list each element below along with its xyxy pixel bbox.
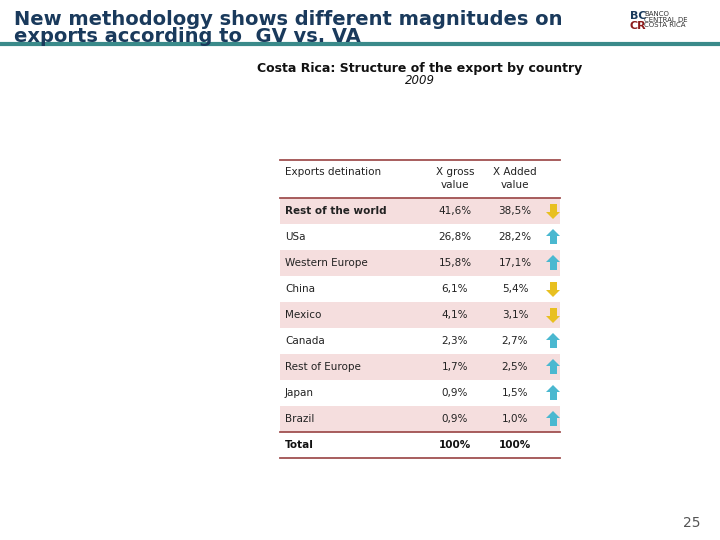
Text: 4,1%: 4,1%: [442, 310, 468, 320]
Text: Exports detination: Exports detination: [285, 167, 381, 177]
Polygon shape: [546, 411, 560, 418]
Text: 100%: 100%: [439, 440, 471, 450]
Text: 100%: 100%: [499, 440, 531, 450]
Text: 38,5%: 38,5%: [498, 206, 531, 216]
Text: 3,1%: 3,1%: [502, 310, 528, 320]
Text: Total: Total: [285, 440, 314, 450]
Text: 6,1%: 6,1%: [442, 284, 468, 294]
Polygon shape: [549, 236, 557, 244]
Text: Rest of Europe: Rest of Europe: [285, 362, 361, 372]
Text: 5,4%: 5,4%: [502, 284, 528, 294]
Polygon shape: [549, 308, 557, 316]
Text: 0,9%: 0,9%: [442, 388, 468, 398]
Text: 15,8%: 15,8%: [438, 258, 472, 268]
Polygon shape: [546, 385, 560, 392]
Text: 25: 25: [683, 516, 700, 530]
Text: CR: CR: [630, 21, 647, 31]
Text: BANCO: BANCO: [644, 11, 669, 17]
Polygon shape: [546, 359, 560, 366]
Bar: [280, 354, 560, 380]
Polygon shape: [549, 418, 557, 426]
Text: 2,3%: 2,3%: [442, 336, 468, 346]
Text: Western Europe: Western Europe: [285, 258, 368, 268]
Text: Rest of the world: Rest of the world: [285, 206, 387, 216]
Text: CENTRAL DE: CENTRAL DE: [644, 17, 688, 23]
Polygon shape: [546, 229, 560, 236]
Bar: [280, 406, 560, 432]
Bar: [280, 276, 560, 302]
Bar: [280, 250, 560, 276]
Text: 41,6%: 41,6%: [438, 206, 472, 216]
Text: 1,5%: 1,5%: [502, 388, 528, 398]
Text: value: value: [500, 180, 529, 190]
Bar: [280, 328, 560, 354]
Text: 1,7%: 1,7%: [442, 362, 468, 372]
Polygon shape: [549, 204, 557, 212]
Text: COSTA RICA: COSTA RICA: [644, 22, 685, 28]
Polygon shape: [546, 290, 560, 297]
Text: 2,7%: 2,7%: [502, 336, 528, 346]
Polygon shape: [546, 316, 560, 323]
Polygon shape: [546, 212, 560, 219]
Text: Costa Rica: Structure of the export by country: Costa Rica: Structure of the export by c…: [257, 62, 582, 75]
Text: New methodology shows different magnitudes on: New methodology shows different magnitud…: [14, 10, 562, 29]
Text: exports according to  GV vs. VA: exports according to GV vs. VA: [14, 27, 361, 46]
Text: China: China: [285, 284, 315, 294]
Text: USa: USa: [285, 232, 305, 242]
Text: 1,0%: 1,0%: [502, 414, 528, 424]
Bar: [280, 380, 560, 406]
Polygon shape: [549, 262, 557, 270]
Bar: [280, 302, 560, 328]
Text: BC: BC: [630, 11, 647, 21]
Text: 2009: 2009: [405, 74, 435, 87]
Text: Canada: Canada: [285, 336, 325, 346]
Text: 17,1%: 17,1%: [498, 258, 531, 268]
Polygon shape: [549, 366, 557, 374]
Text: 26,8%: 26,8%: [438, 232, 472, 242]
Text: 28,2%: 28,2%: [498, 232, 531, 242]
Text: X gross: X gross: [436, 167, 474, 177]
Text: Mexico: Mexico: [285, 310, 321, 320]
Text: Japan: Japan: [285, 388, 314, 398]
Polygon shape: [549, 282, 557, 290]
Polygon shape: [546, 255, 560, 262]
Text: value: value: [441, 180, 469, 190]
Polygon shape: [546, 333, 560, 340]
Text: 0,9%: 0,9%: [442, 414, 468, 424]
Bar: [280, 224, 560, 250]
Polygon shape: [549, 340, 557, 348]
Text: X Added: X Added: [493, 167, 537, 177]
Text: 2,5%: 2,5%: [502, 362, 528, 372]
Text: Brazil: Brazil: [285, 414, 315, 424]
Bar: [280, 198, 560, 224]
Polygon shape: [549, 392, 557, 400]
